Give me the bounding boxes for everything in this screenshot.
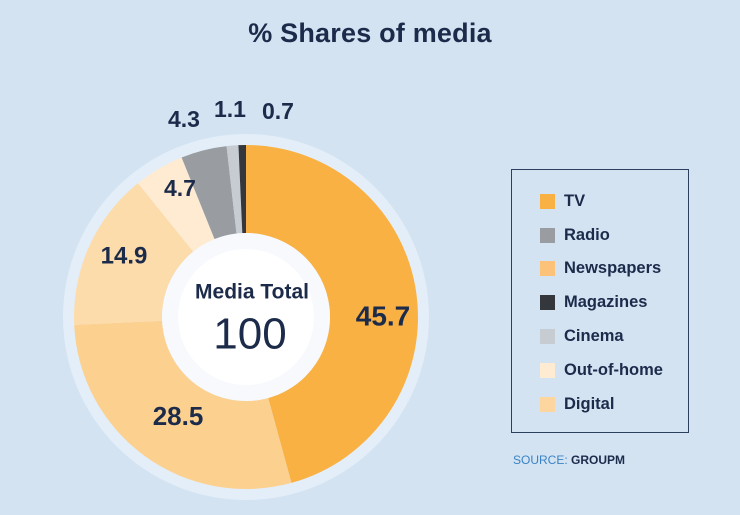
legend-item-digital: Digital (540, 394, 614, 414)
legend-item-out-of-home: Out-of-home (540, 360, 663, 380)
data-label-digital: 28.5 (153, 401, 204, 431)
data-label-cinema: 1.1 (214, 96, 246, 122)
legend-label-magazines: Magazines (564, 292, 648, 311)
center-label: Media Total (195, 281, 309, 304)
data-label-out-of-home: 4.7 (164, 175, 196, 201)
data-label-magazines: 0.7 (262, 98, 294, 124)
legend-label-out-of-home: Out-of-home (564, 360, 663, 379)
legend-item-tv: TV (540, 191, 585, 211)
legend-swatch-cinema (540, 328, 555, 344)
slice-radio (181, 146, 237, 240)
legend-item-magazines: Magazines (540, 292, 647, 312)
slice-magazines (238, 145, 246, 234)
legend: TV Radio Newspapers Magazines Cinema Out-of-h… (511, 169, 689, 433)
legend-item-radio: Radio (540, 225, 610, 245)
slice-newspapers (74, 183, 194, 325)
legend-label-cinema: Cinema (564, 326, 624, 345)
slice-digital (74, 320, 292, 489)
legend-label-digital: Digital (564, 394, 615, 413)
legend-swatch-out-of-home (540, 362, 555, 378)
slice-cinema (226, 145, 243, 234)
legend-swatch-radio (540, 227, 555, 243)
source-prefix: SOURCE: (513, 453, 572, 467)
legend-swatch-magazines (540, 294, 555, 310)
legend-label-newspapers: Newspapers (564, 258, 662, 277)
legend-item-cinema: Cinema (540, 326, 624, 346)
chart-title: % Shares of media (248, 18, 492, 48)
legend-swatch-newspapers (540, 260, 555, 276)
data-label-newspapers: 14.9 (101, 242, 148, 269)
center-disc (178, 249, 314, 385)
data-label-radio: 4.3 (168, 106, 200, 132)
legend-label-tv: TV (564, 191, 586, 210)
center-value: 100 (213, 310, 286, 359)
source-note: SOURCE: GROUPM (513, 453, 625, 467)
slice-out-of-home (137, 157, 215, 252)
legend-label-radio: Radio (564, 225, 610, 244)
data-label-tv: 45.7 (356, 300, 411, 331)
slice-tv (246, 145, 418, 483)
legend-swatch-digital (540, 396, 555, 412)
legend-swatch-tv (540, 193, 555, 209)
legend-item-newspapers: Newspapers (540, 258, 661, 278)
source-name: GROUPM (571, 453, 626, 467)
